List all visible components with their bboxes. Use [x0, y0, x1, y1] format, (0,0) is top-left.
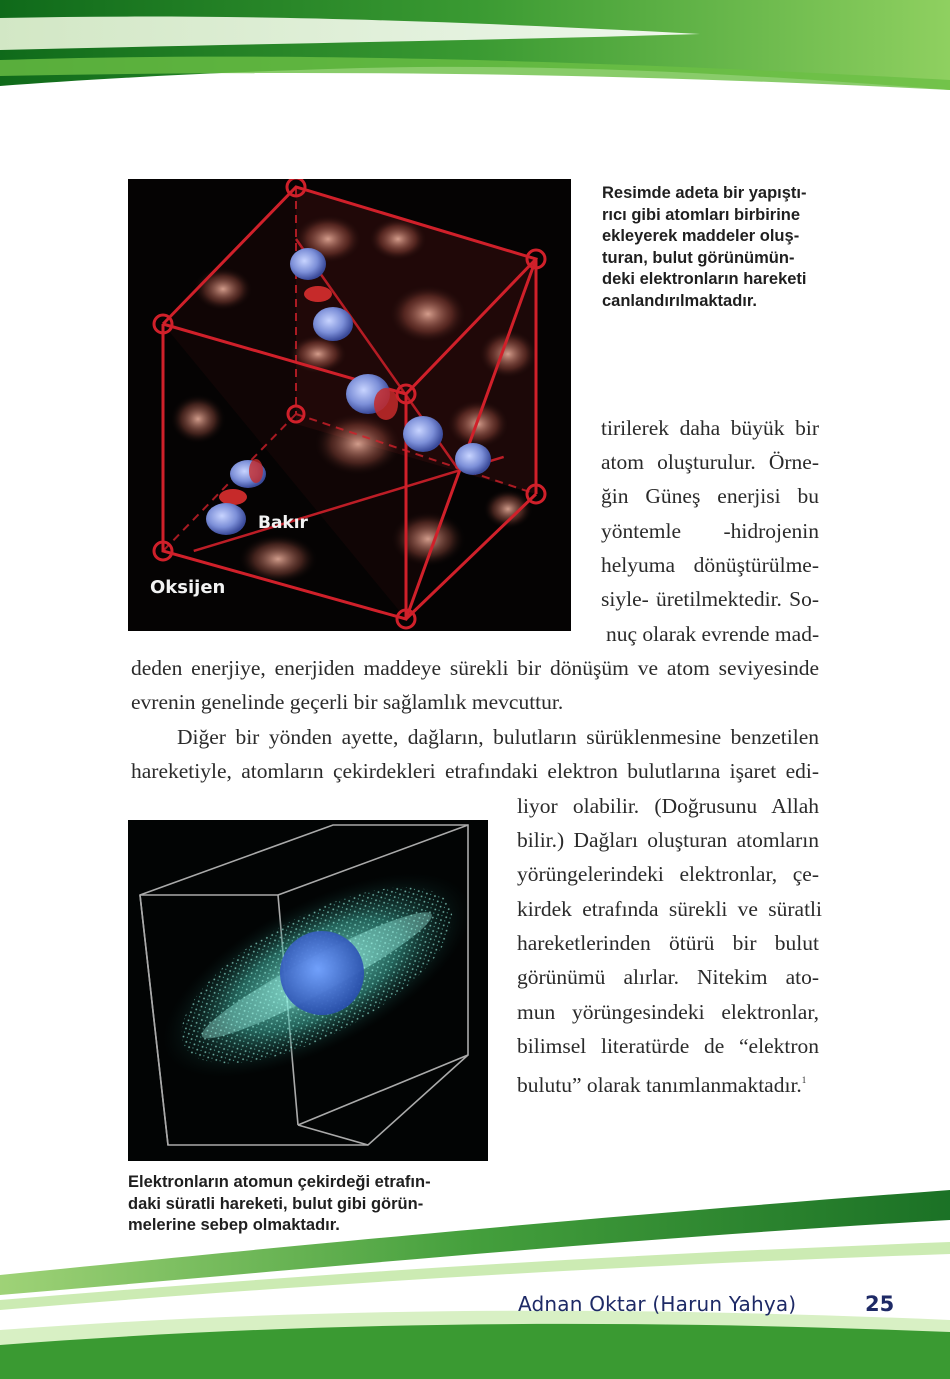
- caption-line: deki elektronların hareketi: [602, 270, 807, 288]
- body-line: ğin Güneş enerjisi bu: [601, 484, 819, 508]
- body-line: siyle- üretilmektedir. So-: [601, 587, 819, 611]
- caption-line: canlandırılmaktadır.: [602, 291, 757, 310]
- body-line: helyuma dönüştürülme-: [601, 553, 819, 577]
- figure-electron-cloud: [128, 820, 488, 1161]
- body-line: yöntemle -hidrojenin: [601, 519, 819, 543]
- body-line: yörüngelerindeki elektronlar, çe-: [517, 862, 819, 886]
- lattice-illustration: Bakır Oksijen: [128, 179, 571, 631]
- body-line: Diğer bir yönden ayette, dağların, bulut…: [177, 725, 819, 749]
- caption-line: turan, bulut görünümün-: [602, 248, 795, 267]
- body-line: bilimsel literatürde de “elektron: [517, 1034, 819, 1058]
- footer-author: Adnan Oktar (Harun Yahya): [518, 1292, 797, 1316]
- figure1-caption: Resimde adeta bir yapıştı- rıcı gibi ato…: [602, 183, 827, 312]
- footnote-mark: 1: [801, 1075, 807, 1085]
- body-line: hareketiyle, atomların çekirdekleri etra…: [131, 759, 819, 783]
- body-line: kirdek etrafında sürekli ve süratli: [517, 897, 822, 921]
- label-bakir: Bakır: [258, 513, 309, 533]
- caption-line: ekleyerek maddeler oluş-: [602, 227, 800, 245]
- page-number: 25: [865, 1292, 895, 1316]
- figure2-caption: Elektronların atomun çekirdeği etrafın- …: [128, 1172, 468, 1237]
- electron-cloud-illustration: [128, 820, 488, 1161]
- body-line-last: bulutu” olarak tanımlanmaktadır.1: [517, 1063, 806, 1097]
- body-line: hareketlerinden ötürü bir bulut: [517, 931, 819, 955]
- body-line: nuç olarak evrende mad-: [606, 622, 819, 646]
- body-line: bilir.) Dağları oluşturan atomların: [517, 828, 819, 852]
- figure-crystal-lattice: Bakır Oksijen: [128, 179, 571, 631]
- header-decoration: [0, 0, 950, 110]
- body-line: mun yörüngesindeki elektronlar,: [517, 1000, 819, 1024]
- body-line: atom oluşturulur. Örne-: [601, 450, 819, 474]
- caption-line: rıcı gibi atomları birbirine: [602, 205, 801, 224]
- footer-decoration: [0, 1190, 950, 1379]
- body-text: bulutu” olarak tanımlanmaktadır.: [517, 1073, 802, 1097]
- label-oksijen: Oksijen: [150, 577, 225, 598]
- body-line: evrenin genelinde geçerli bir sağlamlık …: [131, 690, 564, 714]
- body-line: deden enerjiye, enerjiden maddeye sürekl…: [131, 656, 819, 680]
- caption-line: Elektronların atomun çekirdeği etrafın-: [128, 1173, 431, 1191]
- body-line: liyor olabilir. (Doğrusunu Allah: [517, 794, 819, 818]
- caption-line: daki süratli hareketi, bulut gibi görün-: [128, 1194, 424, 1213]
- caption-line: Resimde adeta bir yapıştı-: [602, 184, 807, 202]
- body-line: tirilerek daha büyük bir: [601, 416, 819, 440]
- caption-line: melerine sebep olmaktadır.: [128, 1216, 340, 1234]
- body-line: görünümü alırlar. Nitekim ato-: [517, 965, 819, 989]
